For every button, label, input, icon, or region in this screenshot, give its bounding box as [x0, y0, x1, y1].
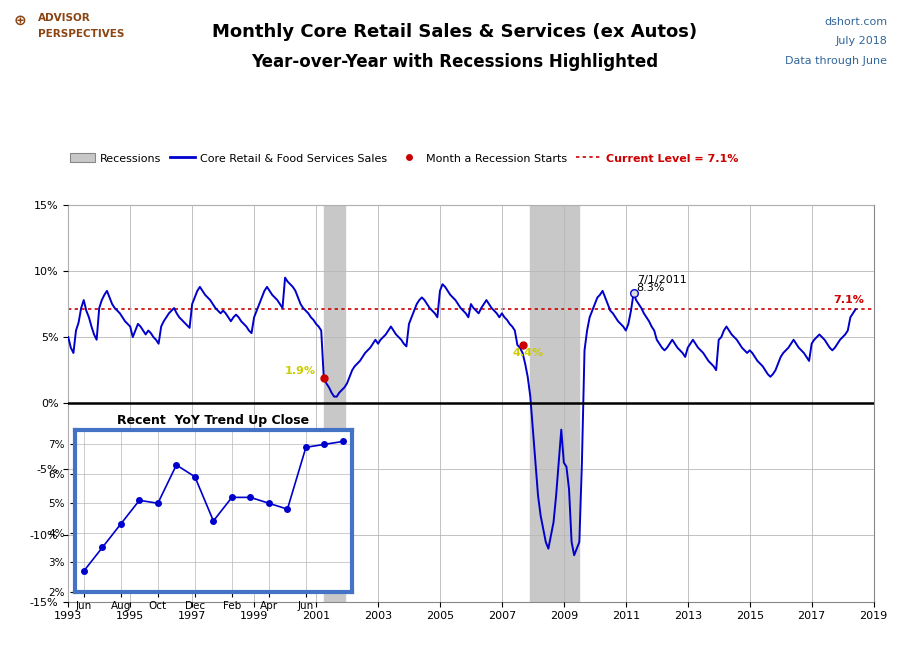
Legend: Recessions, Core Retail & Food Services Sales, Month a Recession Starts, Current: Recessions, Core Retail & Food Services …: [66, 149, 743, 168]
Text: dshort.com: dshort.com: [824, 17, 887, 26]
Text: 7/1/2011: 7/1/2011: [637, 275, 686, 285]
Text: 8.3%: 8.3%: [637, 283, 665, 293]
Text: Year-over-Year with Recessions Highlighted: Year-over-Year with Recessions Highlight…: [251, 53, 659, 71]
Bar: [531, 205, 580, 602]
Point: [317, 373, 331, 383]
Text: ⊕: ⊕: [14, 13, 26, 28]
Bar: [324, 205, 345, 602]
Title: Recent  YoY Trend Up Close: Recent YoY Trend Up Close: [117, 414, 309, 427]
Text: ADVISOR: ADVISOR: [38, 13, 91, 23]
Text: Monthly Core Retail Sales & Services (ex Autos): Monthly Core Retail Sales & Services (ex…: [212, 23, 698, 41]
Text: PERSPECTIVES: PERSPECTIVES: [38, 29, 125, 39]
Text: July 2018: July 2018: [835, 36, 887, 46]
Point: [515, 340, 530, 350]
Text: 7.1%: 7.1%: [834, 295, 864, 305]
Text: 1.9%: 1.9%: [285, 366, 316, 376]
Point: [626, 288, 641, 299]
Text: Data through June: Data through June: [785, 56, 887, 66]
Text: 4.4%: 4.4%: [512, 348, 544, 358]
